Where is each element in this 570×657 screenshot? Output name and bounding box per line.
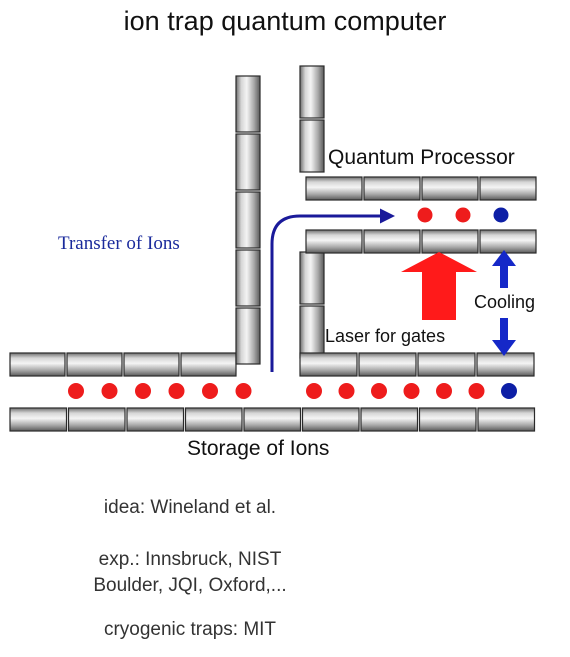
storage-top-left-electrode [9,352,66,377]
storage-ion [403,383,420,399]
laser-arrow-icon [401,252,477,320]
storage-top-left-electrode [66,352,123,377]
storage-ion [235,383,252,399]
storage-ion [338,383,355,399]
storage-bottom-electrode [126,407,185,432]
quantum-processor-label: Quantum Processor [328,146,515,169]
storage-top-right-electrode [299,352,358,377]
storage-ion [168,383,185,399]
storage-top-right-electrode [476,352,535,377]
transfer-left-electrode [235,191,261,249]
cooling-arrow-down-icon [492,318,516,356]
cooling-label: Cooling [474,292,535,312]
processor-upper-electrode [299,119,325,173]
processor-bottom-electrode [421,229,479,254]
storage-bottom-electrode [418,407,477,432]
caption-idea: idea: Wineland et al. [103,497,277,518]
caption-experiments-line1: exp.: Innsbruck, NIST [98,549,282,570]
storage-bottom-electrode [301,407,360,432]
trap-electrodes [9,65,537,432]
storage-ion [135,383,151,399]
storage-top-left-electrode [180,352,237,377]
processor-bottom-electrode [363,229,421,254]
processor-ion [493,207,509,223]
diagram-title: ion trap quantum computer [123,6,447,36]
storage-top-left-electrode [123,352,180,377]
storage-bottom-electrode [477,407,536,432]
storage-ion [306,383,322,399]
storage-ion [468,383,485,399]
transfer-arrow-icon [270,208,395,372]
transfer-left-electrode [235,307,261,365]
processor-ion [455,207,471,223]
processor-lower-electrode [299,305,325,359]
storage-ion [371,383,387,399]
storage-bottom-electrode [67,407,126,432]
processor-top-electrode [421,176,479,201]
storage-label: Storage of Ions [187,437,329,460]
cooling-arrow-up-icon [492,250,516,288]
storage-ion [436,383,452,399]
processor-upper-electrode [299,65,325,119]
processor-top-electrode [363,176,421,201]
transfer-left-electrode [235,249,261,307]
processor-bottom-electrode [305,229,363,254]
storage-ion [68,383,84,399]
processor-ion [417,207,433,223]
caption-experiments-line2: Boulder, JQI, Oxford,... [93,575,287,596]
processor-top-electrode [305,176,363,201]
storage-bottom-electrode [184,407,243,432]
storage-bottom-electrode [9,407,68,432]
processor-top-electrode [479,176,537,201]
transfer-left-electrode [235,133,261,191]
transfer-left-electrode [235,75,261,133]
storage-ion [501,383,517,399]
caption-cryogenic: cryogenic traps: MIT [103,619,277,640]
transfer-label: Transfer of Ions [58,233,180,254]
storage-bottom-electrode [360,407,419,432]
processor-lower-electrode [299,251,325,305]
storage-top-right-electrode [358,352,417,377]
processor-bottom-electrode [479,229,537,254]
storage-top-right-electrode [417,352,476,377]
laser-label: Laser for gates [325,326,445,346]
ion-trap-diagram: Quantum Processor Transfer of Ions Cooli… [9,65,537,460]
storage-bottom-electrode [243,407,302,432]
storage-ion [101,383,118,399]
storage-ion [202,383,218,399]
ion-chains [68,207,517,399]
